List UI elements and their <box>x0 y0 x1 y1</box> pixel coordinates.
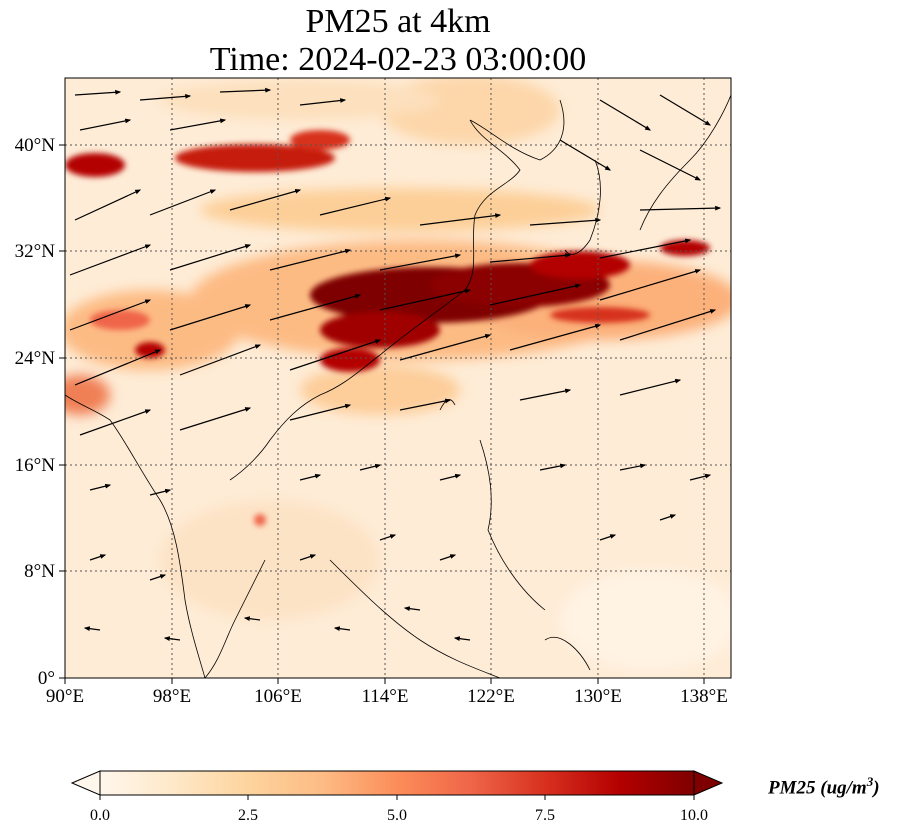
colorbar-tick-label: 7.5 <box>535 807 555 824</box>
map-title: PM25 at 4km <box>305 3 491 40</box>
x-tick-label: 106°E <box>254 686 302 707</box>
colorbar: 0.0 2.5 5.0 7.5 10.0 <box>70 770 724 824</box>
y-tick-label: 0° <box>38 668 55 689</box>
coastlines <box>65 94 731 678</box>
colorbar-tick-label: 10.0 <box>680 807 708 824</box>
colorbar-tick-label: 5.0 <box>387 807 407 824</box>
colorbar-title-close: ) <box>873 777 880 799</box>
pm25-field <box>65 78 731 678</box>
x-tick-label: 138°E <box>680 686 728 707</box>
colorbar-max-extend <box>693 770 724 796</box>
x-tick-label: 130°E <box>574 686 622 707</box>
gridlines <box>65 78 731 678</box>
y-tick-label: 16°N <box>15 455 56 476</box>
colorbar-title-text: PM25 (ug/m <box>768 777 867 799</box>
colorbar-title-superscript: 3 <box>866 774 874 789</box>
x-tick-label: 114°E <box>362 686 409 707</box>
colorbar-title: PM25 (ug/m3) <box>768 774 880 799</box>
axis-ticks <box>59 144 705 684</box>
colorbar-tick-label: 2.5 <box>238 807 258 824</box>
colorbar-min-extend <box>70 770 101 796</box>
y-tick-label: 32°N <box>15 241 56 262</box>
colorbar-gradient <box>99 770 695 796</box>
y-tick-label: 40°N <box>15 135 56 156</box>
colorbar-tick-label: 0.0 <box>90 807 110 824</box>
x-tick-label: 98°E <box>153 686 191 707</box>
map-subtitle-time: Time: 2024-02-23 03:00:00 <box>209 41 587 78</box>
x-tick-label: 122°E <box>467 686 515 707</box>
y-tick-label: 24°N <box>15 348 56 369</box>
x-tick-label: 90°E <box>46 686 84 707</box>
y-tick-label: 8°N <box>24 561 55 582</box>
wind-vectors <box>69 87 722 642</box>
map-border <box>64 77 732 679</box>
